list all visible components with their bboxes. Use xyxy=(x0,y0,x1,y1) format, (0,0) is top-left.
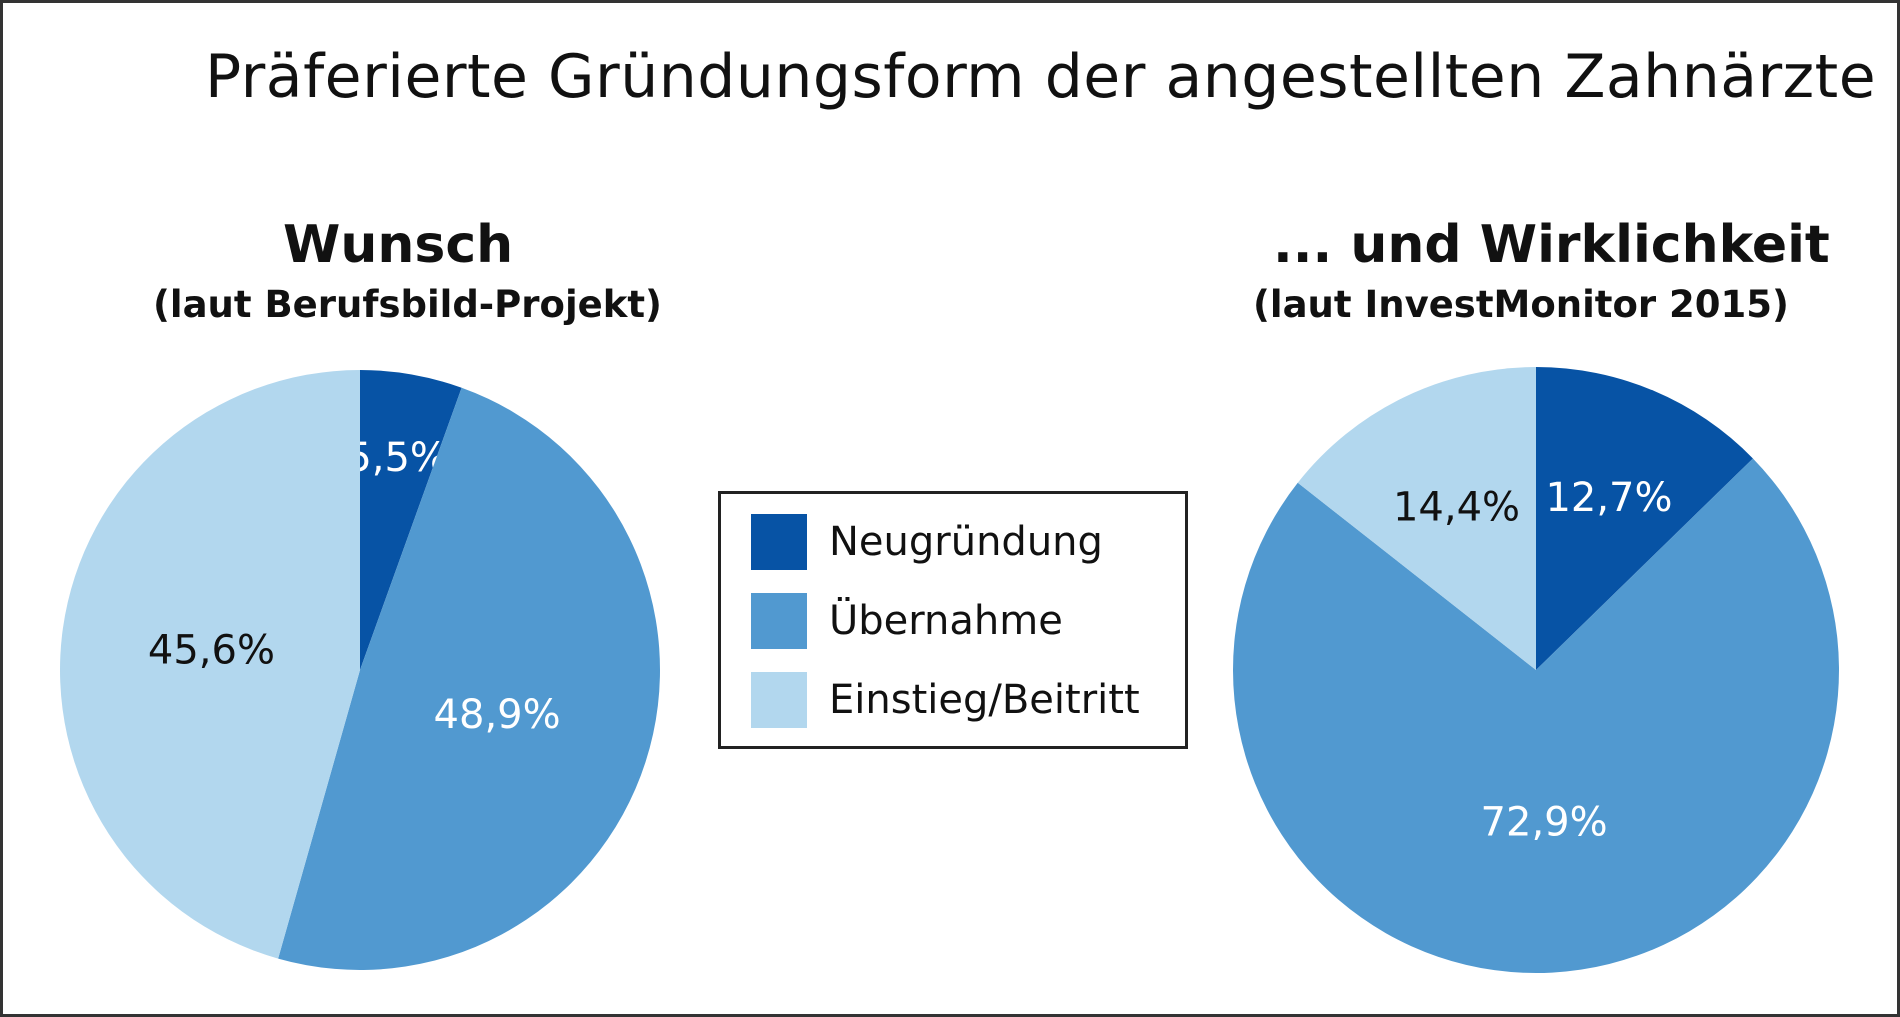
pie-1-label-uebernahme: 72,9% xyxy=(1481,799,1608,845)
pie-0-slice-neugruendung xyxy=(360,370,462,670)
pie-right-title: ... und Wirklichkeit xyxy=(1273,215,1830,275)
legend-swatch-neugruendung xyxy=(751,514,807,570)
legend-label-uebernahme: Übernahme xyxy=(829,598,1063,644)
pie-chart-wirklichkeit: 12,7% 72,9% 14,4% xyxy=(1233,367,1840,974)
pie-0-slice-uebernahme xyxy=(278,387,660,970)
pie-left-title: Wunsch xyxy=(283,215,514,275)
pie-1-slice-einstieg xyxy=(1297,367,1536,670)
pie-0-slice-einstieg xyxy=(60,370,360,959)
legend-item-einstieg: Einstieg/Beitritt xyxy=(751,672,1140,728)
pie-right-subtitle: (laut InvestMonitor 2015) xyxy=(1253,283,1789,326)
legend-label-neugruendung: Neugründung xyxy=(829,519,1103,565)
pie-0-label-uebernahme: 48,9% xyxy=(434,692,561,738)
pie-1-slice-neugruendung xyxy=(1536,367,1753,670)
legend-item-uebernahme: Übernahme xyxy=(751,593,1063,649)
pie-1-slice-uebernahme xyxy=(1233,458,1840,974)
legend-swatch-einstieg xyxy=(751,672,807,728)
pie-0-label-einstieg: 45,6% xyxy=(148,627,275,673)
chart-title: Präferierte Gründungsform der angestellt… xyxy=(205,42,1877,112)
legend-label-einstieg: Einstieg/Beitritt xyxy=(829,677,1140,723)
legend: Neugründung Übernahme Einstieg/Beitritt xyxy=(718,491,1188,749)
legend-item-neugruendung: Neugründung xyxy=(751,514,1103,570)
pie-chart-wunsch: 5,5%48,9%45,6% xyxy=(60,370,660,970)
pie-1-label-einstieg: 14,4% xyxy=(1393,484,1520,530)
pie-1-label-neugruendung: 12,7% xyxy=(1545,475,1672,521)
pie-left-subtitle: (laut Berufsbild-Projekt) xyxy=(153,283,662,326)
legend-swatch-uebernahme xyxy=(751,593,807,649)
